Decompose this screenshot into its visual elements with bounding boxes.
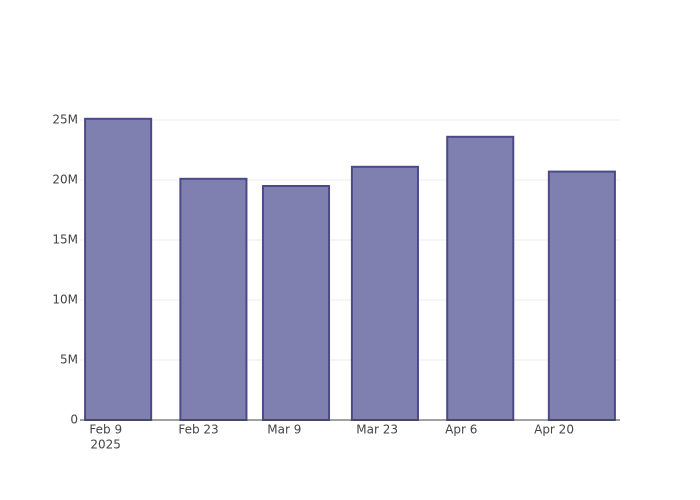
bar bbox=[84, 117, 153, 422]
x-tick-label: Apr 20 bbox=[534, 423, 574, 437]
y-tick-label: 25M bbox=[52, 113, 78, 127]
bar bbox=[179, 177, 248, 421]
x-tick-label: Feb 23 bbox=[178, 423, 218, 437]
x-tick-label: Feb 9 bbox=[89, 423, 122, 437]
bar bbox=[350, 165, 419, 421]
bar bbox=[446, 135, 515, 422]
x-tick-year: 2025 bbox=[90, 438, 121, 452]
y-tick-label: 10M bbox=[52, 293, 78, 307]
y-tick-label: 20M bbox=[52, 173, 78, 187]
bar bbox=[547, 170, 616, 421]
x-tick-label: Mar 23 bbox=[356, 423, 398, 437]
x-tick-label: Mar 9 bbox=[267, 423, 301, 437]
bar bbox=[261, 185, 331, 421]
y-tick-label: 15M bbox=[52, 233, 78, 247]
x-tick-label: Apr 6 bbox=[445, 423, 477, 437]
y-tick-label: 0 bbox=[70, 413, 78, 427]
y-tick-label: 5M bbox=[60, 353, 78, 367]
